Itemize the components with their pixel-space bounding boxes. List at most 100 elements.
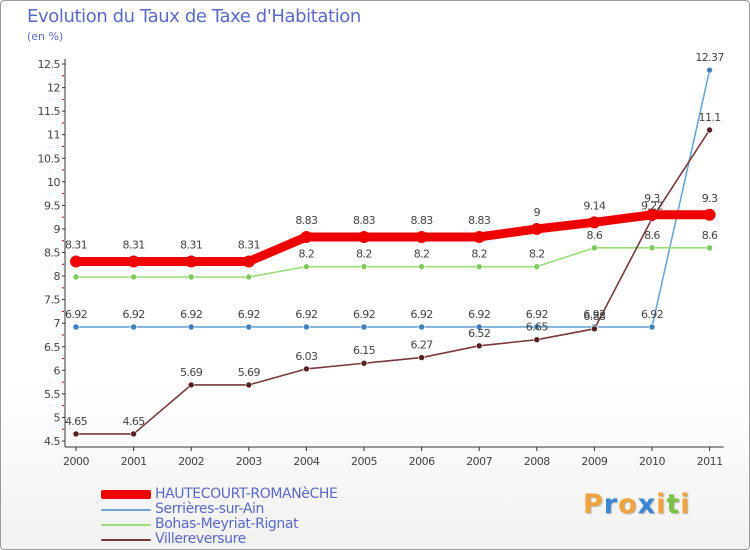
series-1-point <box>418 323 425 331</box>
series-1-point <box>72 323 80 331</box>
proxiti-logo: Proxiti <box>583 489 691 520</box>
legend-swatch <box>101 490 151 499</box>
series-2-data-label: 8.2 <box>356 248 372 261</box>
series-0-point <box>70 255 82 268</box>
series-3-point <box>475 342 483 350</box>
series-2-point <box>72 273 80 281</box>
series-0-point <box>530 222 543 235</box>
series-0-point <box>646 208 658 221</box>
series-1-point <box>648 323 656 331</box>
x-tick-label: 2006 <box>409 455 435 468</box>
y-tick-label: 10.5 <box>38 152 61 165</box>
series-1-point <box>130 323 137 331</box>
x-tick-label: 2007 <box>466 455 492 468</box>
series-1-point <box>475 323 483 331</box>
x-tick-label: 2001 <box>121 455 147 468</box>
y-tick-label: 7.5 <box>44 294 60 307</box>
series-0-data-label: 9 <box>534 206 541 219</box>
series-0-data-label: 8.83 <box>353 214 376 227</box>
series-0-point <box>127 255 140 268</box>
series-3-data-label: 4.65 <box>123 415 146 428</box>
y-tick-label: 5 <box>54 411 61 424</box>
y-tick-label: 7 <box>54 317 61 330</box>
x-tick-label: 2000 <box>63 455 89 468</box>
series-2-data-label: 8.6 <box>702 229 718 242</box>
logo-letter: i <box>680 489 691 520</box>
series-1-data-label: 6.92 <box>583 308 605 321</box>
series-0-point <box>185 255 198 268</box>
logo-letter: P <box>583 489 604 520</box>
logo-letter: r <box>603 489 619 520</box>
x-tick-label: 2003 <box>236 455 262 468</box>
series-2-point <box>360 263 368 270</box>
series-2-point <box>706 244 713 252</box>
series-2-data-label: 8.6 <box>644 229 660 242</box>
y-axis-unit-label: (en %) <box>27 30 64 43</box>
series-2-data-label: 8.2 <box>299 248 315 261</box>
series-3-point <box>591 325 598 333</box>
series-3-data-label: 11.1 <box>699 111 721 124</box>
series-1-data-label: 6.92 <box>65 308 87 321</box>
series-3-point <box>245 381 253 389</box>
legend-label: Bohas-Meyriat-Rignat <box>155 516 299 532</box>
series-1-data-label: 6.92 <box>526 308 548 321</box>
legend-label: Serrières-sur-Ain <box>155 501 264 517</box>
series-0-data-label: 9.3 <box>644 192 660 205</box>
series-0-data-label: 8.83 <box>468 214 491 227</box>
x-tick-label: 2009 <box>581 455 607 468</box>
x-tick-label: 2011 <box>697 455 723 468</box>
series-3-point <box>303 365 310 373</box>
logo-letter: i <box>656 489 667 520</box>
series-3-data-label: 6.03 <box>295 350 318 363</box>
series-3-data-label: 6.52 <box>468 327 490 340</box>
legend-item: HAUTECOURT-ROMANèCHE <box>101 486 421 502</box>
series-1-data-label: 12.37 <box>695 51 724 64</box>
y-tick-label: 6.5 <box>44 341 60 354</box>
series-3-data-label: 6.27 <box>411 339 434 352</box>
legend-swatch <box>101 524 151 526</box>
line-chart: 4.5 5 5.5 6 6.5 7 7.5 8 8.5 9 9.5 10 10.5 11 11.5 12 12.… <box>38 51 726 468</box>
series-3-point <box>72 430 80 438</box>
legend-label: Villereversure <box>155 531 246 547</box>
series-0-point <box>300 230 313 243</box>
series-1-data-label: 6.92 <box>641 308 663 321</box>
series-0-point <box>473 230 486 243</box>
series-2-data-label: 8.2 <box>471 248 487 261</box>
series-1-point <box>187 323 195 331</box>
series-0-point <box>242 255 255 268</box>
series-0-point <box>588 216 601 229</box>
series-0-point <box>358 230 370 243</box>
series-1-point <box>245 323 253 331</box>
series-1-data-label: 6.92 <box>180 308 202 321</box>
x-tick-label: 2008 <box>524 455 550 468</box>
x-tick-label: 2010 <box>639 455 665 468</box>
y-tick-label: 4.5 <box>44 435 60 448</box>
series-2-data-label: 8.2 <box>414 248 430 261</box>
series-1-data-label: 6.92 <box>353 308 375 321</box>
series-0-data-label: 8.83 <box>411 214 434 227</box>
series-line-0 <box>71 210 715 266</box>
series-2-data-label: 8.6 <box>587 229 603 242</box>
legend-swatch <box>101 539 151 541</box>
series-0-data-label: 8.31 <box>238 238 260 251</box>
legend-item: Villereversure <box>101 531 421 547</box>
series-3-data-label: 6.15 <box>353 344 376 357</box>
series-1-point <box>360 323 368 331</box>
series-0-data-label: 9.14 <box>583 199 606 212</box>
logo-letter: x <box>637 489 657 520</box>
series-3-data-label: 6.88 <box>583 310 606 323</box>
series-0-data-label: 8.83 <box>295 214 318 227</box>
series-2-point <box>245 273 253 281</box>
series-2-point <box>648 244 656 252</box>
y-tick-label: 12.5 <box>38 58 61 71</box>
series-3-point <box>418 354 425 361</box>
series-2-data-label: 8.2 <box>529 248 545 261</box>
series-3-point <box>187 381 195 389</box>
legend-item: Bohas-Meyriat-Rignat <box>101 516 421 532</box>
x-tick-label: 2002 <box>178 455 204 468</box>
y-tick-label: 8 <box>54 270 61 283</box>
series-0-point <box>703 208 716 221</box>
series-3-data-label: 4.65 <box>65 415 88 428</box>
series-line-3 <box>75 129 711 435</box>
